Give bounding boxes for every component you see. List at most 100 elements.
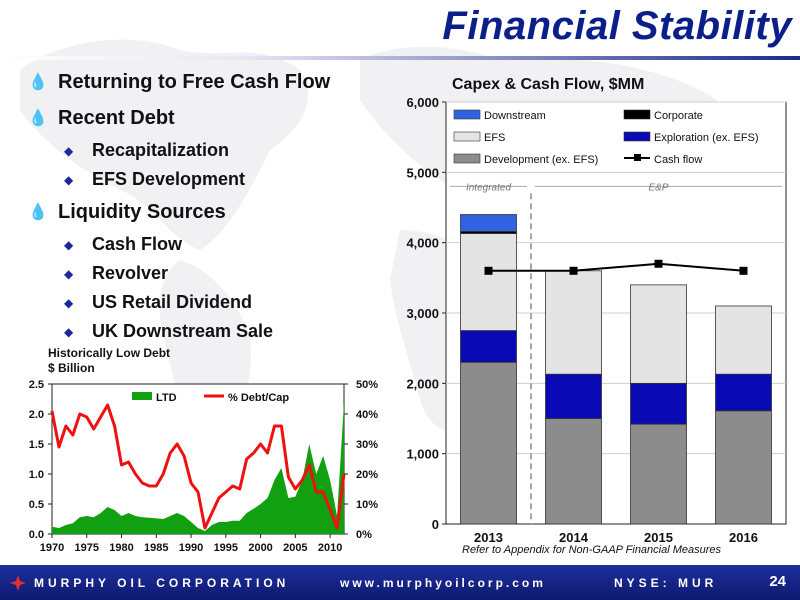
y-tick-label-left: 0.0 xyxy=(29,529,44,541)
x-tick-label: 1985 xyxy=(144,542,168,554)
sub-bullet-item: ◆ EFS Development xyxy=(16,165,376,194)
legend-swatch xyxy=(623,131,651,142)
downstream-bar xyxy=(460,214,517,232)
development-bar xyxy=(630,423,687,525)
page-number: 24 xyxy=(769,573,786,590)
sub-bullet-text: Recapitalization xyxy=(92,140,230,160)
x-tick-label: 2016 xyxy=(729,530,758,545)
title-rule xyxy=(0,56,800,60)
y-tick-label-right: 0% xyxy=(356,529,372,541)
x-tick-label: 1980 xyxy=(109,542,133,554)
y-tick-label-right: 30% xyxy=(356,439,378,451)
sub-bullet-item: ◆ Revolver xyxy=(16,259,376,288)
legend-swatch xyxy=(453,109,481,120)
y-tick-label: 4,000 xyxy=(406,236,439,251)
y-tick-label-right: 20% xyxy=(356,469,378,481)
bullet-list: 💧 Returning to Free Cash Flow 💧 Recent Deb… xyxy=(16,64,376,346)
sub-bullet-text: US Retail Dividend xyxy=(92,292,253,312)
page-title: Financial Stability xyxy=(442,4,792,48)
y-tick-label-left: 1.0 xyxy=(29,469,44,481)
exploration-bar xyxy=(460,330,517,363)
sub-bullet-item: ◆ Recapitalization xyxy=(16,136,376,165)
footnote: Refer to Appendix for Non-GAAP Financial… xyxy=(462,544,722,556)
sub-bullet-item: ◆ Cash Flow xyxy=(16,230,376,259)
capex-chart-title: Capex & Cash Flow, $MM xyxy=(452,76,645,93)
sub-bullet-item: ◆ US Retail Dividend xyxy=(16,288,376,317)
legend-label: Corporate xyxy=(654,110,703,122)
debt-chart: 0.0 0.5 1.0 1.5 2.0 2.5 0% 10% 20% 30% 40% 50% 1970 1… xyxy=(29,379,379,554)
diamond-bullet-icon: ◆ xyxy=(64,172,74,187)
debt-cap-line-series xyxy=(50,403,346,530)
capex-chart: 0 1,000 2,000 3,000 4,000 5,000 6,000 2013 2014 2… xyxy=(406,95,787,545)
y-tick-label: 5,000 xyxy=(406,165,439,180)
diamond-bullet-icon: ◆ xyxy=(64,237,74,252)
cash-flow-marker xyxy=(569,266,578,275)
y-tick-label: 6,000 xyxy=(406,95,439,110)
y-tick-label-left: 0.5 xyxy=(29,499,44,511)
y-tick-label-left: 1.5 xyxy=(29,439,44,451)
development-bar xyxy=(545,418,602,525)
bullet-item: 💧 Liquidity Sources xyxy=(16,194,376,230)
exploration-bar xyxy=(715,373,772,412)
footer-ticker: NYSE: MUR xyxy=(614,576,718,590)
red-drop-bullet-icon: 💧 xyxy=(28,74,48,91)
bullet-text: Liquidity Sources xyxy=(58,200,226,223)
y-tick-label-right: 50% xyxy=(356,379,378,391)
exploration-bar xyxy=(630,382,687,425)
development-bar xyxy=(460,361,517,525)
debt-chart-title: Historically Low Debt xyxy=(48,346,171,360)
legend-label: EFS xyxy=(484,132,505,144)
footer-company: MURPHY OIL CORPORATION xyxy=(34,576,290,590)
y-tick-label: 3,000 xyxy=(406,306,439,321)
x-tick-label: 2014 xyxy=(559,530,589,545)
x-tick-label: 2010 xyxy=(318,542,342,554)
murphy-logo-icon xyxy=(10,575,26,591)
y-tick-label: 1,000 xyxy=(406,447,439,462)
legend-label: Development (ex. EFS) xyxy=(484,154,598,166)
diamond-bullet-icon: ◆ xyxy=(64,324,74,339)
x-tick-label: 1995 xyxy=(214,542,238,554)
x-tick-label: 1975 xyxy=(75,542,99,554)
sub-bullet-item: ◆ UK Downstream Sale xyxy=(16,317,376,346)
bullet-item: 💧 Recent Debt xyxy=(16,100,376,136)
bullet-item: 💧 Returning to Free Cash Flow xyxy=(16,64,376,100)
sub-bullet-text: EFS Development xyxy=(92,169,246,189)
x-tick-label: 2000 xyxy=(248,542,272,554)
diamond-bullet-icon: ◆ xyxy=(64,143,74,158)
sub-bullet-text: UK Downstream Sale xyxy=(92,321,274,341)
red-drop-bullet-icon: 💧 xyxy=(28,110,48,127)
x-tick-label: 1970 xyxy=(40,542,64,554)
footer-bar: MURPHY OIL CORPORATION www.murphyoilcorp… xyxy=(0,565,800,600)
ep-label: E&P xyxy=(648,182,668,193)
y-tick-label-left: 2.0 xyxy=(29,409,44,421)
diamond-bullet-icon: ◆ xyxy=(64,266,74,281)
y-tick-label-right: 10% xyxy=(356,499,378,511)
cash-flow-line xyxy=(488,262,744,272)
efs-bar xyxy=(630,284,687,384)
legend-ltd-label: LTD xyxy=(156,392,177,404)
x-tick-label: 1990 xyxy=(179,542,203,554)
bullet-text: Recent Debt xyxy=(58,106,175,129)
development-bar xyxy=(715,410,772,525)
diamond-bullet-icon: ◆ xyxy=(64,295,74,310)
footer-website[interactable]: www.murphyoilcorp.com xyxy=(340,576,546,590)
sub-bullet-text: Cash Flow xyxy=(92,234,183,254)
efs-bar xyxy=(715,305,772,375)
red-drop-bullet-icon: 💧 xyxy=(28,204,48,221)
x-tick-label: 2005 xyxy=(283,542,307,554)
debt-chart-heading: Historically Low Debt $ Billion xyxy=(48,346,170,376)
efs-bar xyxy=(460,233,517,331)
y-tick-label: 0 xyxy=(432,517,439,532)
ltd-area-series xyxy=(52,402,344,534)
cash-flow-marker xyxy=(739,266,748,275)
legend-label: Cash flow xyxy=(654,154,702,166)
legend-label: Exploration (ex. EFS) xyxy=(654,132,759,144)
legend-debt-cap-label: % Debt/Cap xyxy=(228,392,289,404)
x-tick-label: 2015 xyxy=(644,530,673,545)
y-tick-label-right: 40% xyxy=(356,409,378,421)
y-tick-label-left: 2.5 xyxy=(29,379,44,391)
legend-swatch xyxy=(623,109,651,120)
y-tick-label: 2,000 xyxy=(406,376,439,391)
legend-swatch-marker xyxy=(634,154,641,161)
x-tick-label: 2013 xyxy=(474,530,503,545)
